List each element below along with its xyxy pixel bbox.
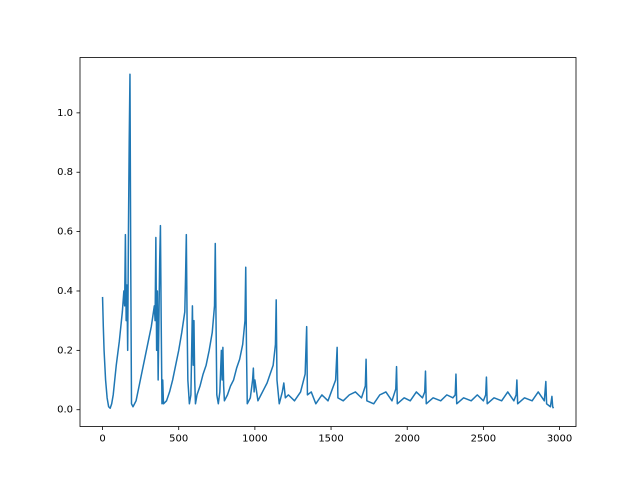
x-tick-label: 1000 [242,434,267,445]
y-tick-label: 1.0 [57,108,73,119]
y-tick-label: 0.8 [57,167,73,178]
x-tick-label: 500 [169,434,188,445]
y-tick-label: 0.2 [57,345,73,356]
y-tick-label: 0.4 [57,286,73,297]
y-tick-label: 0.0 [57,405,73,416]
line-series [101,73,555,409]
axes-frame [79,57,577,427]
x-tick-label: 1500 [318,434,343,445]
y-tick-label: 0.6 [57,227,73,238]
x-tick-label: 2500 [471,434,496,445]
x-tick-label: 2000 [394,434,419,445]
x-tick-label: 0 [99,434,105,445]
x-tick-label: 3000 [547,434,572,445]
